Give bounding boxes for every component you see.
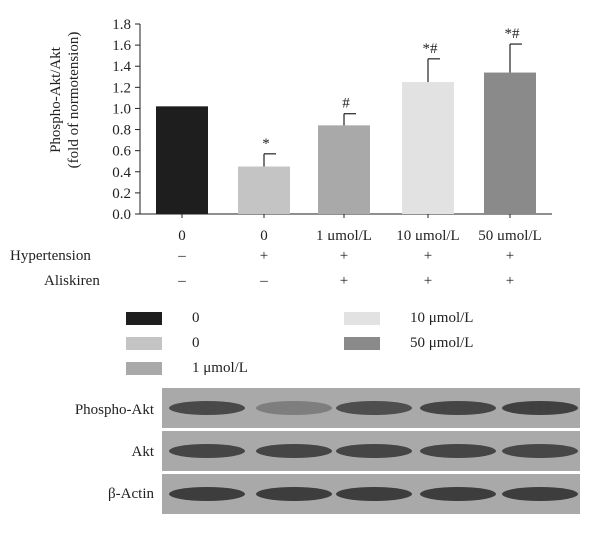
y-axis-label-line1: Phospho-Akt/Akt	[48, 46, 64, 153]
hypertension-label: Hypertension	[10, 248, 91, 264]
blot-band-1-2	[336, 444, 412, 458]
legend-label-1: 0	[192, 335, 200, 351]
blot-band-1-4	[502, 444, 578, 458]
blot-band-0-3	[420, 401, 496, 415]
x-tick-label-2: 1 μmol/L	[316, 228, 372, 240]
blot-band-0-2	[336, 401, 412, 415]
hypertension-value-0: –	[178, 248, 186, 264]
y-tick-label-9: 1.8	[112, 17, 131, 33]
aliskiren-value-3: +	[423, 273, 433, 289]
hypertension-value-3: +	[423, 248, 433, 264]
significance-label-1: *	[262, 136, 270, 152]
x-tick-label-3: 10 μmol/L	[396, 228, 459, 240]
blot-band-0-1	[256, 401, 332, 415]
legend-swatch-2	[126, 362, 162, 375]
bar-0	[156, 106, 208, 214]
significance-label-4: *#	[505, 26, 521, 42]
blot-band-2-2	[336, 487, 412, 501]
legend-label-3: 10 μmol/L	[410, 310, 474, 326]
legend-label-2: 1 μmol/L	[192, 360, 248, 376]
bar-3	[402, 82, 454, 214]
x-tick-label-4: 50 μmol/L	[478, 228, 541, 240]
blot-label-beta-actin-text: β-Actin	[108, 486, 154, 502]
blot-label-beta-actin: β-Actin	[108, 486, 154, 503]
y-tick-label-1: 0.2	[112, 186, 131, 202]
hypertension-value-4: +	[505, 248, 515, 264]
y-tick-label-4: 0.8	[112, 123, 131, 139]
aliskiren-label: Aliskiren	[44, 273, 100, 289]
bar-chart: Phospho-Akt/Akt (fold of normotension) 0…	[48, 17, 552, 240]
aliskiren-value-1: –	[260, 273, 268, 289]
legend-item-1: 0	[126, 335, 200, 352]
blot-band-1-1	[256, 444, 332, 458]
blot-panel-phospho-akt	[162, 388, 580, 428]
blot-band-1-3	[420, 444, 496, 458]
axes: 0.0 0.2 0.4 0.6 0.8 1.0 1.2 1.4 1.6 1.8 0 0 1 μmol/L…	[112, 17, 552, 240]
blot-band-0-4	[502, 401, 578, 415]
legend-swatch-4	[344, 337, 380, 350]
bars: *#*#*#	[156, 26, 536, 214]
blot-band-1-0	[169, 444, 245, 458]
blot-band-2-3	[420, 487, 496, 501]
blot-band-0-0	[169, 401, 245, 415]
y-tick-label-6: 1.2	[112, 80, 131, 96]
blot-label-phospho-akt: Phospho-Akt	[74, 402, 154, 418]
aliskiren-value-0: –	[178, 273, 186, 289]
legend-item-4: 50 μmol/L	[344, 335, 473, 352]
legend-swatch-0	[126, 312, 162, 325]
y-tick-label-7: 1.4	[112, 59, 131, 75]
significance-label-2: #	[342, 96, 350, 112]
y-axis-label: Phospho-Akt/Akt (fold of normotension)	[48, 32, 82, 169]
bar-1	[238, 166, 290, 214]
blot-band-2-0	[169, 487, 245, 501]
blot-panel-akt	[162, 431, 580, 471]
bar-4	[484, 72, 536, 214]
aliskiren-value-2: +	[339, 273, 349, 289]
significance-label-3: *#	[423, 41, 439, 57]
bar-2	[318, 125, 370, 214]
y-tick-label-2: 0.4	[112, 165, 131, 181]
x-tick-label-0: 0	[178, 228, 186, 240]
legend-swatch-1	[126, 337, 162, 350]
blot-label-akt: Akt	[131, 444, 155, 460]
hypertension-value-2: +	[339, 248, 349, 264]
aliskiren-value-4: +	[505, 273, 515, 289]
blot-panel-beta-actin	[162, 474, 580, 514]
y-tick-label-5: 1.0	[112, 101, 131, 117]
legend-swatch-3	[344, 312, 380, 325]
legend-item-3: 10 μmol/L	[344, 310, 473, 327]
hypertension-value-1: +	[259, 248, 269, 264]
x-tick-label-1: 0	[260, 228, 268, 240]
blot-band-2-1	[256, 487, 332, 501]
legend-item-2: 1 μmol/L	[126, 360, 248, 377]
legend-label-0: 0	[192, 310, 200, 326]
blot-band-2-4	[502, 487, 578, 501]
y-tick-label-8: 1.6	[112, 38, 131, 54]
y-tick-label-0: 0.0	[112, 207, 131, 223]
y-tick-label-3: 0.6	[112, 144, 131, 160]
legend-label-4: 50 μmol/L	[410, 335, 474, 351]
legend-item-0: 0	[126, 310, 200, 327]
y-axis-label-line2: (fold of normotension)	[66, 32, 82, 169]
